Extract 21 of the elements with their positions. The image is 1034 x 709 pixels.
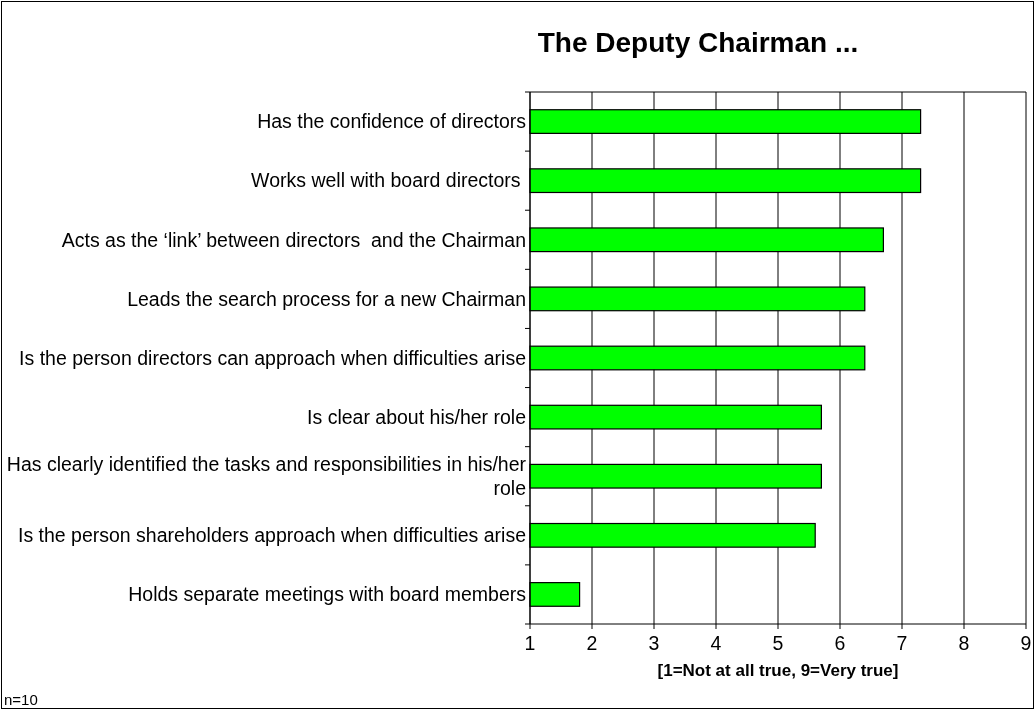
y-tick-label: Is the person shareholders approach when difficulties arise [17,524,526,547]
y-tick-label: Holds separate meetings with board members [128,583,527,606]
x-tick-label: 4 [710,632,722,654]
y-tick-label: Leads the search process for a new Chairman [127,287,526,310]
x-tick-label: 6 [834,632,846,654]
x-tick-label: 5 [772,632,784,654]
y-tick-label: Is clear about his/her role [307,405,526,428]
y-tick-label: Has clearly identified the tasks and responsibilities in his/her role [6,453,527,499]
x-axis-title: [1=Not at all true, 9=Very true] [657,661,899,680]
x-tick-label: 2 [586,632,598,654]
x-tick-label: 1 [524,632,536,654]
x-tick-label: 9 [1020,632,1032,654]
text: n=10 [4,691,38,708]
y-tick-label: Acts as the ‘link’ between directors and the Chairman [61,228,526,251]
x-tick-label: 7 [896,632,908,654]
y-tick-label: Has the confidence of directors [257,110,527,133]
chart-title: The Deputy Chairman ... [537,27,859,58]
y-tick-label: Works well with board directors [251,169,526,192]
x-tick-label: 8 [958,632,970,654]
x-tick-label: 3 [648,632,660,654]
y-tick-label: Is the person directors can approach when difficulties arise [19,346,526,369]
